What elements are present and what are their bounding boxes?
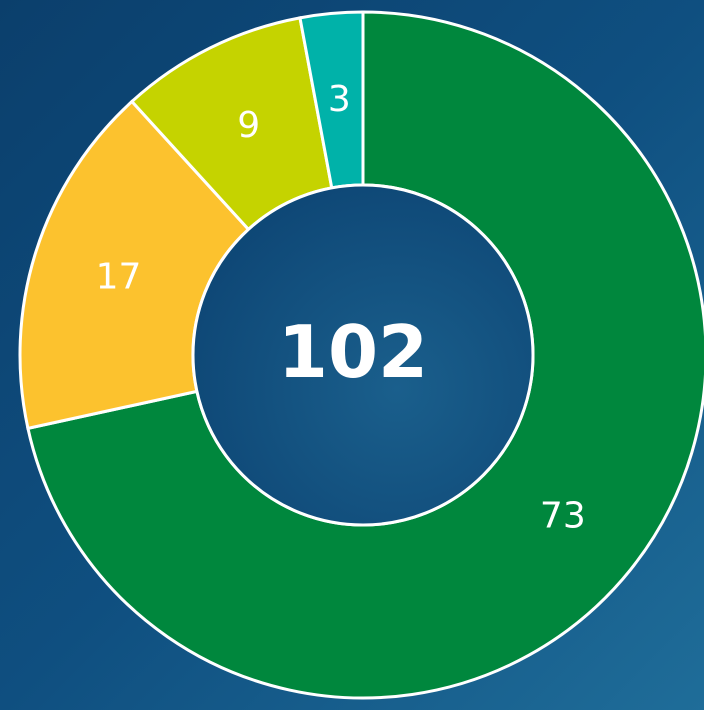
slice-label: 9 [237,105,260,146]
slice-label: 17 [96,257,142,298]
slice-label: 3 [328,79,351,120]
slice-label: 73 [540,495,586,536]
center-total: 102 [278,310,428,394]
donut-hole [191,183,535,527]
